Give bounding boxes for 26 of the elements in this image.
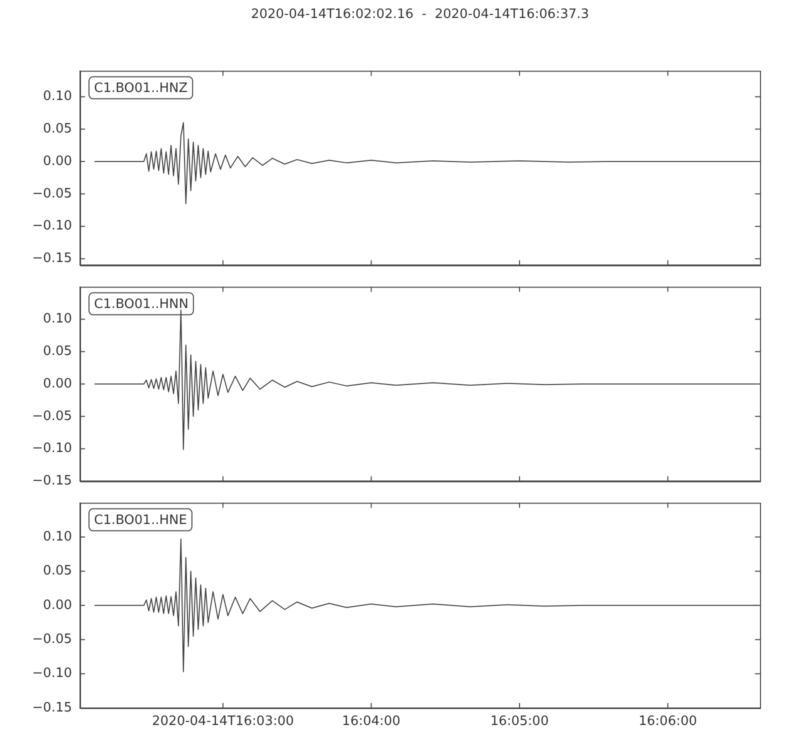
y-tick-label: −0.10	[32, 441, 72, 456]
y-tick-label: 0.00	[43, 598, 72, 613]
chart-title: 2020-04-14T16:02:02.16 - 2020-04-14T16:06:37.3	[250, 7, 590, 22]
y-tick-label: −0.15	[32, 251, 72, 266]
y-tick-label: −0.15	[32, 700, 72, 716]
y-tick-label: −0.05	[32, 408, 72, 424]
y-tick-label: −0.10	[32, 666, 72, 682]
y-tick-label: 0.00	[43, 376, 72, 392]
y-tick-label: 0.10	[43, 529, 72, 544]
y-tick-label: 0.10	[43, 89, 72, 104]
y-tick-label: −0.10	[32, 218, 72, 234]
y-tick-label: −0.15	[32, 474, 72, 489]
x-tick-label: 16:04:00	[342, 714, 400, 730]
x-tick-label: 2020-04-14T16:03:00	[152, 714, 294, 730]
y-tick-label: 0.00	[43, 154, 72, 169]
y-tick-label: −0.05	[32, 186, 72, 202]
annotation: C1.BO01..HNZ	[94, 81, 188, 96]
x-tick-label: 16:05:00	[490, 714, 549, 730]
annotation: C1.BO01..HNE	[94, 513, 187, 528]
annotation: C1.BO01..HNN	[94, 297, 188, 312]
y-tick-label: 0.05	[43, 121, 72, 136]
y-tick-label: −0.05	[32, 632, 72, 647]
x-tick-label: 16:06:00	[638, 714, 698, 730]
y-tick-label: 0.05	[43, 564, 72, 579]
y-tick-label: 0.10	[43, 312, 72, 327]
y-tick-label: 0.05	[43, 344, 72, 359]
